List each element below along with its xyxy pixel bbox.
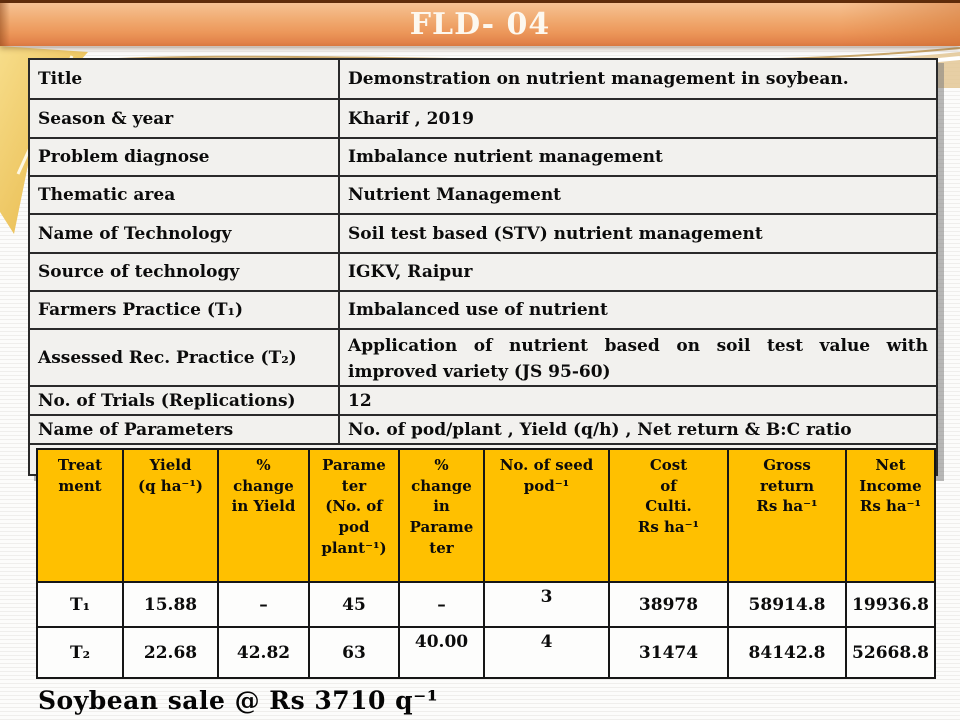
info-value: IGKV, Raipur	[348, 262, 473, 282]
info-value: 12	[348, 390, 372, 411]
info-label: Problem diagnose	[30, 139, 340, 175]
table-row: Assessed Rec. Practice (T₂) Application …	[30, 330, 936, 387]
info-label: Title	[30, 60, 340, 98]
table-row: Name of Technology Soil test based (STV)…	[30, 215, 936, 254]
table-row: No. of Trials (Replications) 12	[30, 387, 936, 416]
results-header-cell: Parame ter (No. of pod plant⁻¹)	[310, 450, 400, 583]
results-cell: T₂	[38, 628, 124, 677]
results-header-cell: No. of seed pod⁻¹	[485, 450, 610, 583]
results-cell: 4	[485, 628, 610, 677]
info-label: No. of Trials (Replications)	[30, 387, 340, 414]
info-label: Assessed Rec. Practice (T₂)	[30, 330, 340, 385]
table-row: Season & year Kharif , 2019	[30, 100, 936, 139]
info-value: Nutrient Management	[348, 185, 562, 205]
table-row: Source of technology IGKV, Raipur	[30, 254, 936, 292]
results-cell: 40.00	[400, 628, 485, 677]
info-label: Farmers Practice (T₁)	[30, 292, 340, 328]
slide-title: FLD- 04	[409, 7, 551, 42]
results-cell: 31474	[610, 628, 729, 677]
table-row: Name of Parameters No. of pod/plant , Yi…	[30, 416, 936, 445]
results-cell: 63	[310, 628, 400, 677]
results-header-cell: % change in Yield	[219, 450, 310, 583]
results-cell: 38978	[610, 583, 729, 628]
footer-note: Soybean sale @ Rs 3710 q⁻¹	[38, 686, 439, 715]
info-label: Thematic area	[30, 177, 340, 213]
results-cell: 3	[485, 583, 610, 628]
results-cell: –	[219, 583, 310, 628]
results-table: Treat ment Yield (q ha⁻¹) % change in Yi…	[36, 448, 936, 679]
table-row: Thematic area Nutrient Management	[30, 177, 936, 215]
info-value: Imbalanced use of nutrient	[348, 300, 608, 320]
results-header-cell: % change in Parame ter	[400, 450, 485, 583]
info-label: Name of Technology	[30, 215, 340, 252]
results-header-cell: Gross return Rs ha⁻¹	[729, 450, 847, 583]
info-value: Application of nutrient based on soil te…	[348, 336, 928, 383]
results-cell: 15.88	[124, 583, 219, 628]
results-header-cell: Yield (q ha⁻¹)	[124, 450, 219, 583]
info-value: No. of pod/plant , Yield (q/h) , Net ret…	[348, 419, 852, 440]
results-cell: 84142.8	[729, 628, 847, 677]
table-row: Farmers Practice (T₁) Imbalanced use of …	[30, 292, 936, 330]
fld-info-table: Title Demonstration on nutrient manageme…	[28, 58, 938, 476]
results-cell: 52668.8	[852, 642, 929, 663]
results-cell: 58914.8	[729, 583, 847, 628]
results-cell: 19936.8	[847, 583, 934, 628]
info-label: Season & year	[30, 100, 340, 137]
results-cell: 22.68	[124, 628, 219, 677]
results-cell: 45	[310, 583, 400, 628]
info-value: Kharif , 2019	[348, 108, 474, 129]
results-cell: –	[400, 583, 485, 628]
info-label: Name of Parameters	[30, 416, 340, 443]
table-row: Title Demonstration on nutrient manageme…	[30, 60, 936, 100]
info-value: Imbalance nutrient management	[348, 147, 663, 167]
results-header-cell: Treat ment	[38, 450, 124, 583]
results-cell: T₁	[38, 583, 124, 628]
info-value: Demonstration on nutrient management in …	[348, 69, 849, 89]
results-header-cell: Cost of Culti. Rs ha⁻¹	[610, 450, 729, 583]
results-cell: 42.82	[219, 628, 310, 677]
results-header-cell: Net Income Rs ha⁻¹	[847, 450, 934, 583]
title-banner: FLD- 04	[0, 0, 960, 46]
info-value: Soil test based (STV) nutrient managemen…	[348, 223, 763, 244]
table-row: Problem diagnose Imbalance nutrient mana…	[30, 139, 936, 177]
info-label: Source of technology	[30, 254, 340, 290]
